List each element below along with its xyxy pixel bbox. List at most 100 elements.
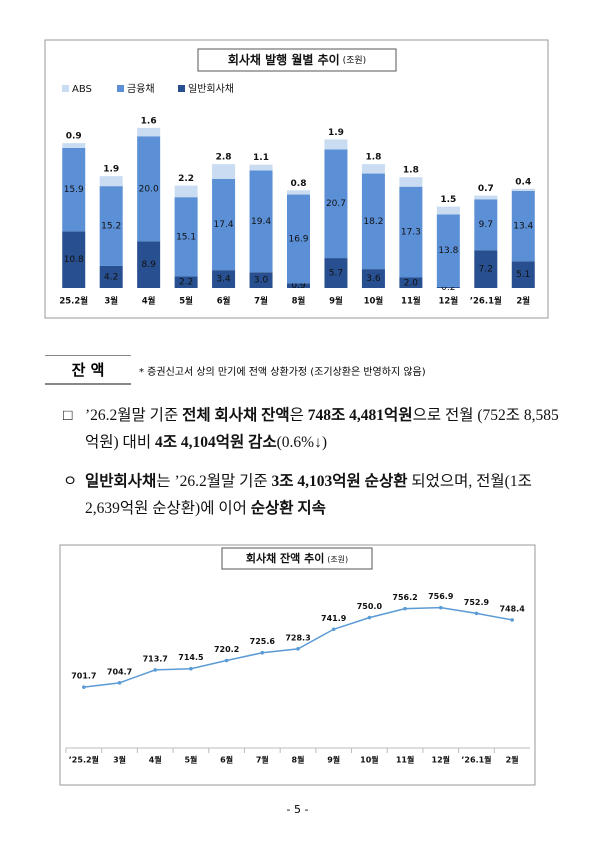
text-run: 은 xyxy=(289,407,308,424)
value-label: 2.2 xyxy=(178,174,194,184)
bar-segment xyxy=(174,276,198,288)
x-tick-label: 7월 xyxy=(254,296,268,307)
value-label: 3.6 xyxy=(366,274,381,284)
value-label: 701.7 xyxy=(71,672,96,681)
bar-segment xyxy=(249,170,273,273)
value-label: 0.2 xyxy=(441,283,455,293)
value-label: 18.2 xyxy=(363,217,383,227)
value-label: 1.8 xyxy=(365,153,381,163)
chart-title: 회사채 잔액 추이 (조원) xyxy=(246,551,348,565)
value-label: 15.9 xyxy=(64,185,84,195)
value-label: 17.4 xyxy=(214,220,234,230)
bar-segment xyxy=(249,272,273,288)
bar-segment xyxy=(511,188,535,191)
text-run: 으로 전월 (752조 8,585억원) 대비 xyxy=(85,407,559,451)
value-label: 8.9 xyxy=(141,260,156,270)
bar-segment xyxy=(174,185,198,198)
point xyxy=(296,647,300,651)
value-label: 17.3 xyxy=(401,228,421,238)
bar-segment xyxy=(137,127,161,137)
bar-segment xyxy=(399,177,423,187)
value-label: 1.8 xyxy=(403,166,419,176)
subtitle: (조원) xyxy=(327,555,348,564)
page-number: - 5 - xyxy=(286,803,309,816)
point xyxy=(474,611,479,616)
point xyxy=(510,618,514,622)
bar-segment xyxy=(99,176,123,187)
point xyxy=(153,668,158,672)
point xyxy=(117,681,122,685)
x-tick-label: 5월 xyxy=(184,755,197,765)
bar-segment xyxy=(287,190,310,195)
value-label: 756.2 xyxy=(392,593,417,602)
value-label: 1.1 xyxy=(253,153,269,163)
value-label: 13.8 xyxy=(438,246,458,256)
value-label: 13.4 xyxy=(513,222,533,232)
bar-segment xyxy=(99,186,123,266)
x-tick-label: 12월 xyxy=(432,755,451,765)
bar-segment xyxy=(137,241,161,288)
point xyxy=(438,605,443,610)
bar-segment xyxy=(212,164,236,179)
x-tick-label: 3월 xyxy=(113,755,126,765)
value-label: 704.7 xyxy=(107,667,132,676)
point xyxy=(260,650,265,655)
bar-segment xyxy=(287,194,310,284)
chart-frame xyxy=(59,544,536,786)
value-label: 15.1 xyxy=(176,232,196,242)
legend-swatch xyxy=(178,85,185,92)
bar-segment xyxy=(474,199,498,251)
x-tick-label: 7월 xyxy=(256,755,269,765)
bar-segment xyxy=(436,206,460,215)
bar-segment xyxy=(174,197,198,277)
x-tick-label: 9월 xyxy=(327,755,340,765)
value-label: 1.9 xyxy=(328,128,344,138)
subtitle: (조원) xyxy=(343,55,367,66)
value-label: 750.0 xyxy=(357,602,383,611)
x-tick-label: 5월 xyxy=(179,296,193,307)
value-label: 3.4 xyxy=(216,275,231,285)
point xyxy=(403,606,407,611)
bar-segment xyxy=(62,231,86,288)
value-label: 5.7 xyxy=(329,269,343,279)
value-label: 3.0 xyxy=(254,276,269,286)
legend-swatch xyxy=(117,85,124,92)
value-label: 20.7 xyxy=(326,199,346,209)
bar-segment xyxy=(212,270,236,288)
text-run: 748조 4,481억원 xyxy=(307,407,413,424)
x-tick-label: 2월 xyxy=(516,296,530,307)
legend-label: ABS xyxy=(72,84,92,95)
value-label: 0.9 xyxy=(291,281,306,291)
x-tick-label: 6월 xyxy=(220,755,233,765)
title: 회사채 발행 월별 추이 xyxy=(228,52,340,67)
value-label: 7.2 xyxy=(479,265,493,275)
legend-label: 금융채 xyxy=(127,83,155,95)
x-tick-label: 11월 xyxy=(401,296,421,307)
value-label: 10.8 xyxy=(64,255,84,265)
bar-segment xyxy=(436,214,460,287)
point xyxy=(82,685,86,689)
point xyxy=(224,658,229,663)
legend-swatch xyxy=(62,85,69,92)
title-box xyxy=(197,48,397,72)
bar-segment xyxy=(99,265,123,288)
paragraph: ㅇ 일반회사채는 ’26.2월말 기준 3조 4,103억원 순상환 되었으며, … xyxy=(63,468,560,522)
title: 회사채 잔액 추이 xyxy=(246,551,325,565)
value-label: 756.9 xyxy=(428,592,454,601)
x-tick-label: 3월 xyxy=(104,296,118,307)
bar-segment xyxy=(324,258,348,288)
x-tick-label: 12월 xyxy=(439,296,459,307)
bar-segment xyxy=(511,190,535,262)
text-run: 전체 회사채 잔액 xyxy=(182,407,290,424)
value-label: 5.1 xyxy=(516,270,530,280)
x-tick-label: 6월 xyxy=(217,296,231,307)
bar-segment xyxy=(361,164,385,174)
x-tick-label: ’26.1월 xyxy=(470,296,502,307)
bar-segment xyxy=(361,269,385,288)
section-note: * 증권신고서 상의 만기에 전액 상환가정 (조기상환은 반영하지 않음) xyxy=(139,367,426,378)
bullet-marker: □ xyxy=(63,407,73,424)
bar-segment xyxy=(399,186,423,278)
value-label: 2.2 xyxy=(179,278,193,288)
point xyxy=(331,627,336,632)
